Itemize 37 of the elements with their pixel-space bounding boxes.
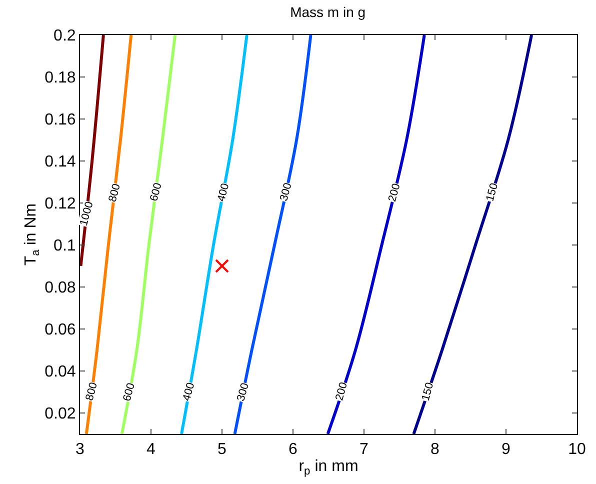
y-tick-label: 0.18 (44, 70, 76, 87)
y-tick-label: 0.14 (44, 154, 76, 171)
chart-title: Mass m in g (290, 4, 366, 20)
line-series (120, 35, 177, 434)
x-tick-label: 9 (502, 441, 511, 458)
x-tick-label: 7 (360, 441, 369, 458)
x-tick-label: 8 (430, 441, 440, 458)
y-tick-label: 0.08 (44, 280, 76, 297)
y-tick-label: 0.02 (44, 406, 76, 423)
text: 800 (84, 381, 100, 402)
x-tick-label: 6 (288, 441, 298, 458)
x-tick-label: 4 (146, 441, 156, 458)
y-tick-label: 0.1 (54, 238, 76, 255)
text: 300 (278, 182, 294, 202)
y-tick-label: 0.12 (44, 196, 76, 213)
text: 200 (386, 182, 403, 204)
text: 600 (148, 182, 164, 203)
line-series (180, 35, 248, 434)
y-tick-label: 0.16 (44, 112, 76, 129)
line-series (233, 35, 312, 434)
line-series (412, 35, 534, 434)
text: 600 (121, 382, 138, 403)
y-tick-label: 0.2 (54, 28, 76, 45)
y-tick-label: 0.04 (44, 364, 76, 381)
x-tick-label: 3 (76, 441, 85, 458)
text: 200 (334, 381, 350, 402)
text: 300 (235, 382, 252, 403)
x-tick-label: 5 (218, 441, 227, 458)
x-axis-title: r$_{p}$ in mm (298, 458, 358, 478)
text: 1000 (78, 200, 96, 228)
x-tick-label: 10 (568, 441, 586, 458)
text: 800 (106, 182, 124, 204)
text: 150 (484, 182, 501, 203)
y-tick-label: 0.06 (44, 322, 76, 339)
text: 400 (180, 381, 198, 402)
text: 150 (420, 381, 436, 402)
text: 400 (215, 182, 232, 203)
